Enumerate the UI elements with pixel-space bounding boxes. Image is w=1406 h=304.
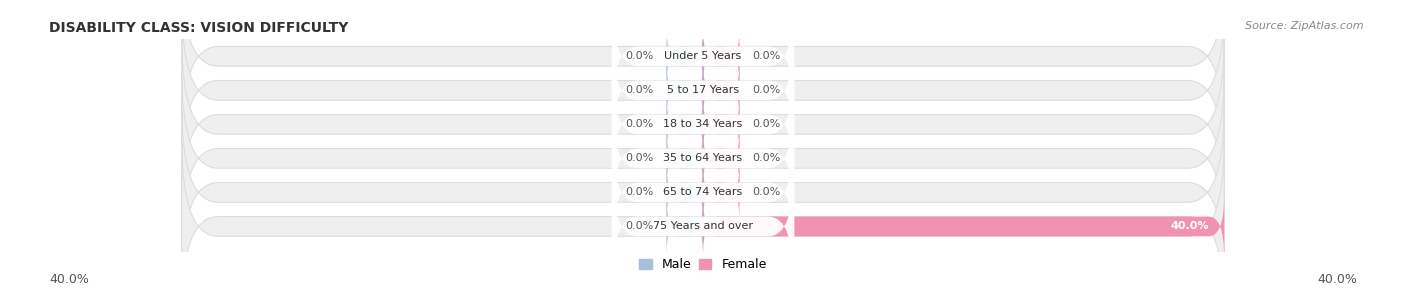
FancyBboxPatch shape bbox=[703, 59, 740, 121]
Text: 0.0%: 0.0% bbox=[626, 188, 654, 197]
FancyBboxPatch shape bbox=[181, 5, 1225, 176]
FancyBboxPatch shape bbox=[703, 127, 740, 189]
FancyBboxPatch shape bbox=[666, 195, 703, 257]
FancyBboxPatch shape bbox=[181, 73, 1225, 244]
Text: 0.0%: 0.0% bbox=[752, 188, 780, 197]
Text: 65 to 74 Years: 65 to 74 Years bbox=[664, 188, 742, 197]
FancyBboxPatch shape bbox=[666, 25, 703, 87]
FancyBboxPatch shape bbox=[666, 59, 703, 121]
FancyBboxPatch shape bbox=[612, 134, 794, 250]
FancyBboxPatch shape bbox=[181, 141, 1225, 304]
FancyBboxPatch shape bbox=[612, 100, 794, 216]
FancyBboxPatch shape bbox=[703, 93, 740, 155]
Text: 0.0%: 0.0% bbox=[752, 85, 780, 95]
Text: 40.0%: 40.0% bbox=[49, 273, 89, 286]
Text: 18 to 34 Years: 18 to 34 Years bbox=[664, 119, 742, 130]
FancyBboxPatch shape bbox=[612, 168, 794, 285]
FancyBboxPatch shape bbox=[666, 127, 703, 189]
FancyBboxPatch shape bbox=[703, 161, 740, 223]
Text: 0.0%: 0.0% bbox=[752, 154, 780, 163]
FancyBboxPatch shape bbox=[181, 0, 1225, 142]
FancyBboxPatch shape bbox=[181, 107, 1225, 278]
Text: 40.0%: 40.0% bbox=[1170, 221, 1209, 231]
FancyBboxPatch shape bbox=[703, 25, 740, 87]
Text: 75 Years and over: 75 Years and over bbox=[652, 221, 754, 231]
Text: 0.0%: 0.0% bbox=[626, 51, 654, 61]
FancyBboxPatch shape bbox=[666, 93, 703, 155]
Text: 0.0%: 0.0% bbox=[626, 119, 654, 130]
Text: 0.0%: 0.0% bbox=[626, 85, 654, 95]
FancyBboxPatch shape bbox=[703, 195, 1225, 257]
Text: 0.0%: 0.0% bbox=[752, 119, 780, 130]
FancyBboxPatch shape bbox=[181, 39, 1225, 210]
FancyBboxPatch shape bbox=[612, 0, 794, 115]
Text: 5 to 17 Years: 5 to 17 Years bbox=[666, 85, 740, 95]
Text: Under 5 Years: Under 5 Years bbox=[665, 51, 741, 61]
Text: 0.0%: 0.0% bbox=[626, 154, 654, 163]
Text: 40.0%: 40.0% bbox=[1317, 273, 1357, 286]
Text: DISABILITY CLASS: VISION DIFFICULTY: DISABILITY CLASS: VISION DIFFICULTY bbox=[49, 21, 349, 35]
FancyBboxPatch shape bbox=[612, 32, 794, 149]
Text: 35 to 64 Years: 35 to 64 Years bbox=[664, 154, 742, 163]
Text: 0.0%: 0.0% bbox=[626, 221, 654, 231]
Text: Source: ZipAtlas.com: Source: ZipAtlas.com bbox=[1246, 21, 1364, 31]
FancyBboxPatch shape bbox=[666, 161, 703, 223]
Legend: Male, Female: Male, Female bbox=[640, 258, 766, 271]
FancyBboxPatch shape bbox=[612, 66, 794, 183]
Text: 0.0%: 0.0% bbox=[752, 51, 780, 61]
